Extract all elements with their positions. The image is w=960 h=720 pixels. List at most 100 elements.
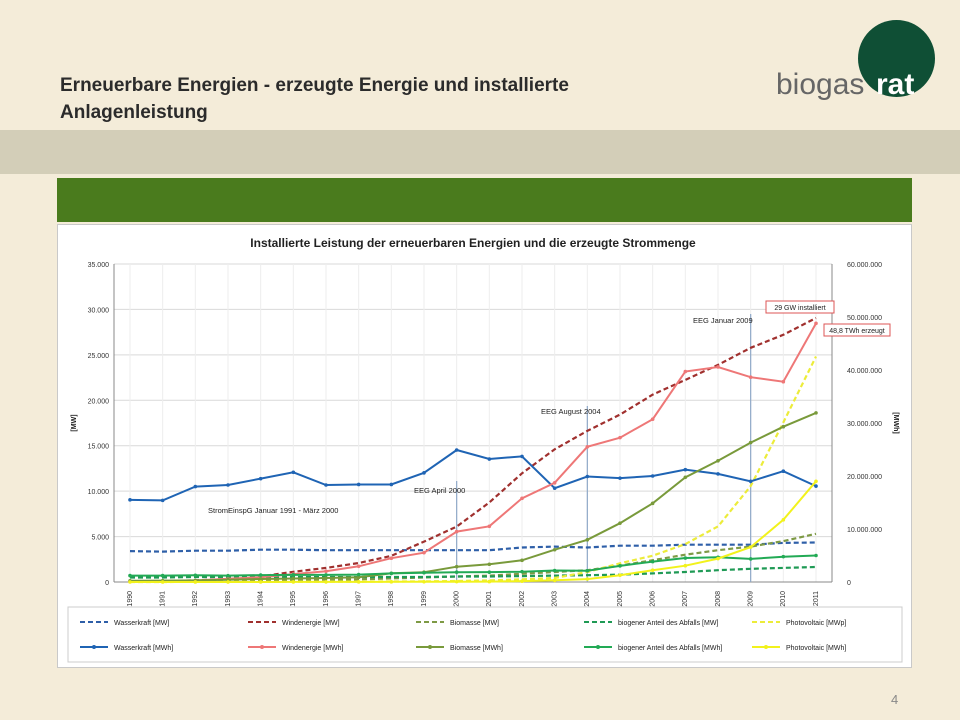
series-line [129, 532, 817, 583]
data-point [389, 556, 394, 561]
data-point [618, 435, 622, 440]
x-tick: 2005 [617, 591, 624, 607]
x-tick: 2002 [519, 591, 526, 607]
data-point [552, 481, 557, 485]
series-line [130, 356, 817, 584]
data-point [454, 448, 459, 452]
data-point [585, 577, 590, 581]
x-tick: 2011 [813, 591, 820, 606]
data-point [356, 564, 361, 569]
logo-circle [858, 20, 935, 97]
data-point [650, 568, 655, 573]
y-axis-label-left: [MW] [71, 414, 78, 431]
data-point [356, 572, 361, 577]
data-point [520, 454, 524, 459]
data-point [650, 501, 655, 506]
data-point [814, 479, 818, 484]
annotation-eeg-2004: EEG August 2004 [541, 407, 601, 416]
chart-svg: Installierte Leistung der erneuerbaren E… [67, 236, 903, 663]
legend-label: Photovoltaic [MWh] [786, 645, 846, 652]
data-point [128, 580, 132, 584]
logo-text-rat: rat [876, 68, 915, 101]
page-number: 4 [891, 692, 899, 707]
y-tick-left: 25.000 [88, 353, 110, 360]
legend-label: Biomasse [MW] [450, 620, 499, 627]
series-line [129, 411, 817, 582]
x-tick: 1990 [127, 591, 134, 607]
x-tick: 2001 [486, 591, 493, 607]
x-tick: 2006 [650, 591, 657, 607]
x-tick: 1996 [323, 591, 330, 607]
x-tick: 1997 [356, 591, 363, 607]
data-point [291, 470, 296, 475]
data-point [585, 445, 590, 449]
y-tick-left: 15.000 [88, 444, 110, 451]
data-point [781, 379, 786, 384]
x-tick: 1991 [160, 591, 167, 607]
data-point [716, 458, 720, 463]
x-tick: 1999 [421, 591, 428, 607]
y-axis-label-right: [MWh] [892, 412, 899, 433]
x-tick: 1998 [388, 591, 395, 607]
data-point [128, 573, 132, 578]
annotation-eeg-2009: EEG Januar 2009 [693, 316, 753, 325]
legend-label: biogener Anteil des Abfalls [MWh] [618, 645, 722, 652]
legend-label: Wasserkraft [MWh] [114, 645, 173, 652]
data-point [454, 570, 459, 575]
data-point [683, 475, 688, 480]
data-point [324, 569, 328, 574]
data-point [324, 573, 328, 577]
legend-marker [428, 645, 432, 649]
legend-box [67, 606, 903, 663]
x-tick: 1992 [192, 591, 199, 607]
data-point [389, 580, 394, 584]
data-point [814, 321, 818, 326]
data-point [585, 568, 590, 573]
data-point [585, 474, 590, 479]
data-point [650, 417, 655, 422]
data-point [487, 524, 492, 529]
data-point [487, 570, 492, 574]
x-tick: 2010 [780, 591, 787, 607]
y-tick-right: 10.000.000 [847, 527, 882, 534]
chart-container: Installierte Leistung der erneuerbaren E… [57, 224, 912, 668]
x-tick: 1995 [290, 591, 297, 607]
data-point [258, 577, 263, 581]
legend-marker [764, 645, 768, 649]
data-point [520, 569, 524, 574]
x-tick: 2007 [682, 591, 689, 607]
data-point [193, 580, 198, 584]
data-point [160, 580, 165, 584]
header-bar [57, 178, 912, 222]
data-point [487, 562, 492, 567]
logo-text-biogas: biogas [776, 68, 865, 101]
legend-label: Windenergie [MWh] [282, 645, 344, 652]
data-point [128, 498, 132, 502]
data-point [389, 571, 394, 576]
y-tick-left: 10.000 [88, 489, 110, 496]
data-point [748, 440, 753, 445]
data-point [520, 579, 524, 583]
data-point [389, 482, 394, 487]
data-point [814, 553, 818, 558]
legend-label: Biomasse [MWh] [450, 645, 503, 652]
data-point [618, 564, 622, 568]
data-point [716, 556, 720, 561]
data-point [781, 424, 786, 429]
data-point [193, 573, 198, 578]
x-tick: 2008 [715, 591, 722, 607]
data-point [487, 457, 492, 461]
data-point [552, 568, 557, 573]
data-point [258, 476, 263, 481]
data-point [291, 573, 296, 577]
series-line [129, 541, 817, 553]
annotation-eeg-2000: EEG April 2000 [414, 486, 465, 495]
data-point [226, 483, 230, 487]
data-point [520, 496, 524, 501]
y-tick-left: 0 [105, 580, 109, 587]
data-point [781, 518, 786, 522]
biogasrat-logo: biogas rat [776, 18, 946, 108]
legend-label: Windenergie [MW] [282, 620, 340, 627]
data-point [781, 469, 786, 474]
x-tick: 2000 [454, 591, 461, 607]
